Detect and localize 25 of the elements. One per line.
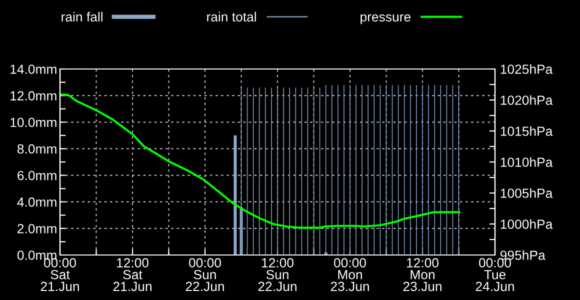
y-tick-label: 4.0mm: [17, 197, 56, 207]
y2-tick-label: 1000hPa: [500, 219, 553, 229]
legend-label: pressure: [360, 14, 410, 24]
legend-label: rain fall: [62, 12, 102, 22]
y2-tick-label: 995hPa: [500, 250, 546, 260]
x-tick-label: 12:00 Sat 21.Jun: [113, 258, 152, 292]
y-tick-label: 12.0mm: [10, 91, 56, 100]
legend-label: rain total: [207, 12, 256, 22]
y-tick-label: 6.0mm: [18, 170, 56, 180]
bar: [234, 135, 237, 255]
x-tick-label: 12:00 Mon 23.Jun: [403, 258, 442, 292]
y2-tick-label: 1015hPa: [500, 126, 553, 136]
y2-tick-label: 1005hPa: [500, 188, 553, 198]
y2-tick-label: 1020hPa: [500, 95, 553, 105]
x-tick-label: 00:00 Sat 21.Jun: [40, 258, 79, 292]
x-tick-label: 12:00 Sun 22.Jun: [258, 258, 296, 292]
x-tick-label: 00:00 Sun 22.Jun: [186, 258, 224, 292]
x-tick-label: 00:00 Mon 23.Jun: [330, 258, 369, 292]
y-tick-label: 2.0mm: [18, 224, 56, 234]
y-tick-label: 8.0mm: [17, 144, 56, 154]
y-tick-label: 14.0mm: [10, 64, 56, 74]
y-tick-label: 0.0mm: [17, 250, 56, 260]
y2-tick-label: 1010hPa: [500, 157, 553, 167]
y2-tick-label: 1025hPa: [500, 64, 553, 74]
y-tick-label: 10.0mm: [10, 118, 56, 128]
